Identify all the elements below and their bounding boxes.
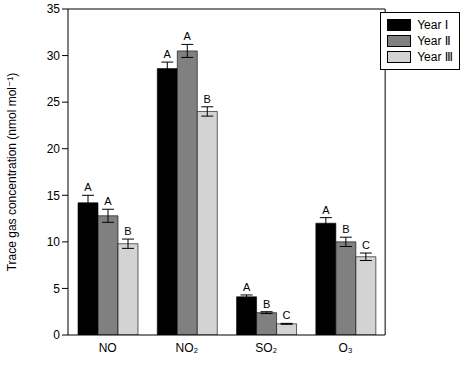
svg-text:B: B	[263, 298, 270, 310]
svg-text:10: 10	[47, 235, 61, 249]
svg-text:B: B	[342, 223, 349, 235]
svg-text:Trace gas concentration (nmol: Trace gas concentration (nmol mol⁻¹)	[8, 73, 19, 272]
html-text:Year Ⅲ: Year Ⅲ	[417, 50, 453, 64]
svg-text:15: 15	[47, 189, 61, 203]
svg-text:A: A	[243, 281, 251, 293]
svg-text:C: C	[283, 309, 291, 321]
svg-text:B: B	[204, 93, 211, 105]
svg-text:NO₂: NO₂	[176, 341, 199, 355]
svg-text:SO₂: SO₂	[255, 341, 277, 355]
svg-text:20: 20	[47, 142, 61, 156]
svg-text:A: A	[164, 48, 172, 60]
svg-text:A: A	[184, 30, 192, 42]
svg-text:0: 0	[53, 328, 60, 342]
svg-text:A: A	[104, 195, 112, 207]
svg-text:A: A	[322, 204, 330, 216]
html-text:Year Ⅱ: Year Ⅱ	[417, 34, 451, 48]
svg-text:C: C	[362, 239, 370, 251]
svg-text:A: A	[84, 181, 92, 193]
svg-text:NO: NO	[99, 341, 117, 355]
svg-text:35: 35	[47, 2, 61, 16]
svg-text:30: 30	[47, 49, 61, 63]
svg-text:25: 25	[47, 95, 61, 109]
svg-text:B: B	[124, 225, 131, 237]
svg-text:O₃: O₃	[338, 341, 352, 355]
svg-text:5: 5	[53, 282, 60, 296]
html-text:Year Ⅰ: Year Ⅰ	[417, 18, 449, 32]
